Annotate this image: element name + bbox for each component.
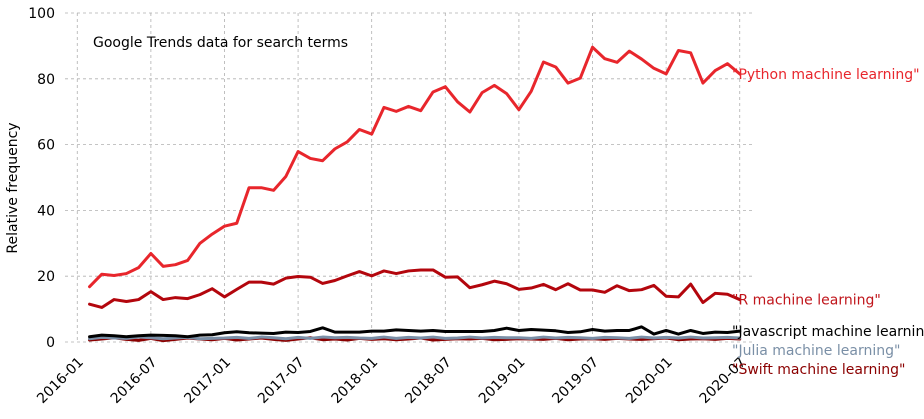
x-tick-label: 2018-07	[402, 354, 455, 407]
chart-annotation: Google Trends data for search terms	[93, 35, 348, 51]
series-end-label: "Julia machine learning"	[732, 343, 900, 359]
y-axis-label: Relative frequency	[5, 122, 21, 253]
series-end-label: "Swift machine learning"	[732, 362, 905, 378]
series-end-label: "Javascript machine learning"	[732, 324, 924, 340]
y-tick-label: 20	[37, 269, 55, 285]
y-tick-labels: 0 20 40 60 80 100	[28, 6, 55, 351]
series-end-label: "Python machine learning"	[732, 67, 920, 83]
series-line	[88, 45, 742, 289]
series-end-label: "R machine learning"	[732, 293, 881, 309]
x-tick-label: 2019-07	[549, 354, 602, 407]
x-tick-label: 2019-01	[476, 354, 529, 407]
y-tick-label: 0	[46, 335, 55, 351]
x-tick-label: 2020-01	[623, 354, 676, 407]
x-tick-labels: 2016-01 2016-07 2017-01 2017-07 2018-01 2018-…	[34, 354, 749, 407]
x-tick-label: 2017-07	[255, 354, 308, 407]
series-lines	[88, 45, 742, 343]
y-tick-label: 40	[37, 203, 55, 219]
y-tick-label: 60	[37, 138, 55, 154]
series-line	[88, 268, 742, 309]
x-tick-label: 2017-01	[181, 354, 234, 407]
grid-lines	[65, 12, 752, 343]
series-line	[88, 335, 742, 341]
y-tick-label: 80	[37, 72, 55, 88]
x-tick-label: 2016-01	[34, 354, 87, 407]
x-tick-label: 2018-01	[329, 354, 382, 407]
y-tick-label: 100	[28, 6, 55, 22]
series-line	[88, 325, 742, 339]
x-tick-label: 2016-07	[108, 354, 161, 407]
series-end-labels: "Python machine learning" "R machine lear…	[732, 67, 924, 378]
